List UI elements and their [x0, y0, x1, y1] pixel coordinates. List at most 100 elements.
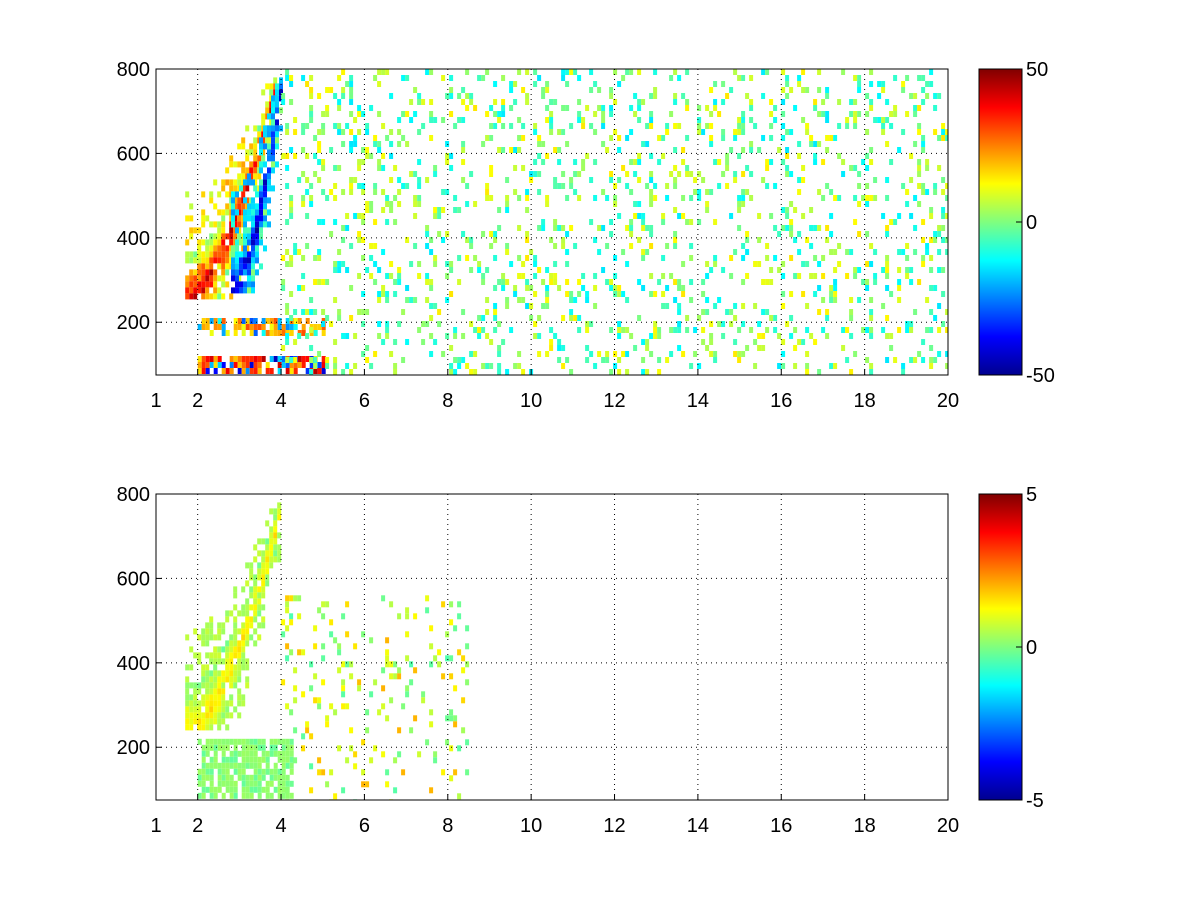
top-heatmap-cell	[909, 327, 914, 333]
bottom-heatmap-cell	[209, 676, 214, 683]
bottom-heatmap-cell	[237, 646, 242, 653]
top-heatmap-cell	[337, 309, 342, 315]
bottom-colorbar-tick-label: 5	[1026, 484, 1037, 506]
top-heatmap-cell	[229, 155, 234, 162]
top-heatmap-cell	[197, 269, 202, 276]
top-heatmap-cell	[585, 297, 590, 303]
top-heatmap-cell	[285, 153, 290, 159]
top-heatmap-cell	[309, 195, 314, 201]
top-heatmap-cell	[325, 87, 330, 93]
top-heatmap-cell	[857, 75, 862, 81]
top-heatmap-cell	[275, 95, 279, 102]
bottom-x-axis: 1 2 4 6 8 10 12 14 16 18 20	[150, 794, 959, 837]
top-heatmap-cell	[345, 363, 350, 369]
top-heatmap-cell	[461, 309, 466, 315]
top-heatmap-cell	[609, 369, 614, 375]
top-heatmap-cell	[769, 279, 774, 285]
top-heatmap-cell	[661, 213, 666, 219]
top-heatmap-cell	[837, 195, 842, 201]
top-heatmap-cell	[629, 225, 634, 231]
top-heatmap-cell	[941, 123, 946, 129]
top-heatmap-cell	[453, 195, 458, 201]
top-heatmap-cell	[289, 357, 294, 363]
top-colorbar-tick-label: -50	[1026, 365, 1055, 387]
top-heatmap-cell	[885, 231, 890, 237]
top-heatmap-cell	[243, 263, 247, 270]
top-heatmap-cell	[525, 207, 530, 213]
bottom-heatmap-cell	[217, 694, 222, 701]
top-heatmap-cell	[641, 225, 646, 231]
top-heatmap-cell	[885, 99, 890, 105]
top-heatmap-cell	[849, 309, 854, 315]
top-heatmap-cell	[261, 113, 266, 120]
top-heatmap-cell	[633, 111, 638, 117]
bottom-heatmap-cell	[245, 750, 250, 757]
top-heatmap-cell	[629, 243, 634, 249]
bottom-heatmap-cell	[209, 700, 214, 707]
top-heatmap-cell	[621, 165, 626, 171]
top-heatmap-cell	[425, 231, 430, 237]
top-heatmap-cell	[905, 201, 910, 207]
top-heatmap-cell	[905, 327, 910, 333]
bottom-heatmap-cell	[209, 694, 214, 701]
bottom-heatmap-cell	[445, 655, 450, 662]
top-heatmap-cell	[885, 267, 890, 273]
top-heatmap-cell	[869, 333, 874, 339]
top-heatmap-cell	[709, 189, 714, 195]
top-heatmap-cell	[785, 207, 790, 213]
top-heatmap-cell	[785, 165, 790, 171]
bottom-heatmap-cell	[257, 538, 262, 545]
top-heatmap-cell	[225, 368, 230, 374]
top-heatmap-cell	[761, 177, 766, 183]
top-heatmap-cell	[937, 135, 942, 141]
bottom-heatmap-cell	[229, 774, 234, 781]
bottom-heatmap-cell	[317, 697, 322, 704]
top-heatmap-cell	[251, 209, 255, 216]
top-heatmap-cell	[945, 363, 948, 369]
top-heatmap-cell	[885, 273, 890, 279]
top-heatmap-cell	[533, 69, 538, 75]
top-heatmap-cell	[265, 362, 270, 368]
top-heatmap-cell	[881, 87, 886, 93]
top-heatmap-cell	[629, 231, 634, 237]
top-heatmap-cell	[785, 153, 790, 159]
bottom-heatmap-cell	[209, 688, 214, 695]
bottom-heatmap-cell	[269, 750, 274, 757]
top-heatmap-cell	[589, 69, 594, 75]
top-heatmap-cell	[861, 159, 866, 165]
top-heatmap-cell	[393, 369, 398, 375]
top-heatmap-cell	[397, 321, 402, 327]
bottom-heatmap-cell	[193, 712, 198, 719]
top-heatmap-cell	[271, 161, 275, 168]
top-heatmap-cell	[913, 93, 918, 99]
top-heatmap-cell	[685, 105, 690, 111]
top-heatmap-cell	[197, 245, 202, 252]
top-heatmap-cell	[933, 285, 938, 291]
top-heatmap-cell	[645, 183, 650, 189]
top-heatmap-cell	[517, 147, 522, 153]
top-heatmap-cell	[213, 324, 218, 330]
top-heatmap-cell	[689, 243, 694, 249]
bottom-heatmap-cell	[233, 622, 238, 629]
top-heatmap-cell	[857, 297, 862, 303]
top-heatmap-cell	[833, 195, 838, 201]
top-heatmap-cell	[649, 189, 654, 195]
top-heatmap-cell	[465, 105, 470, 111]
top-heatmap-cell	[809, 333, 814, 339]
top-heatmap-cell	[693, 327, 698, 333]
top-heatmap-cell	[781, 159, 786, 165]
top-heatmap-cell	[253, 324, 258, 330]
bottom-heatmap-cell	[217, 724, 222, 731]
bottom-heatmap-cell	[341, 685, 346, 692]
top-heatmap-cell	[525, 279, 530, 285]
top-heatmap-cell	[533, 273, 538, 279]
bottom-heatmap-cell	[197, 706, 202, 713]
top-heatmap-cell	[613, 273, 618, 279]
top-heatmap-cell	[381, 165, 386, 171]
top-heatmap-cell	[741, 201, 746, 207]
top-heatmap-cell	[205, 257, 210, 264]
top-heatmap-cell	[413, 111, 418, 117]
bottom-heatmap-cell	[229, 640, 234, 647]
bottom-heatmap-cell	[221, 688, 226, 695]
top-heatmap-cell	[849, 333, 854, 339]
